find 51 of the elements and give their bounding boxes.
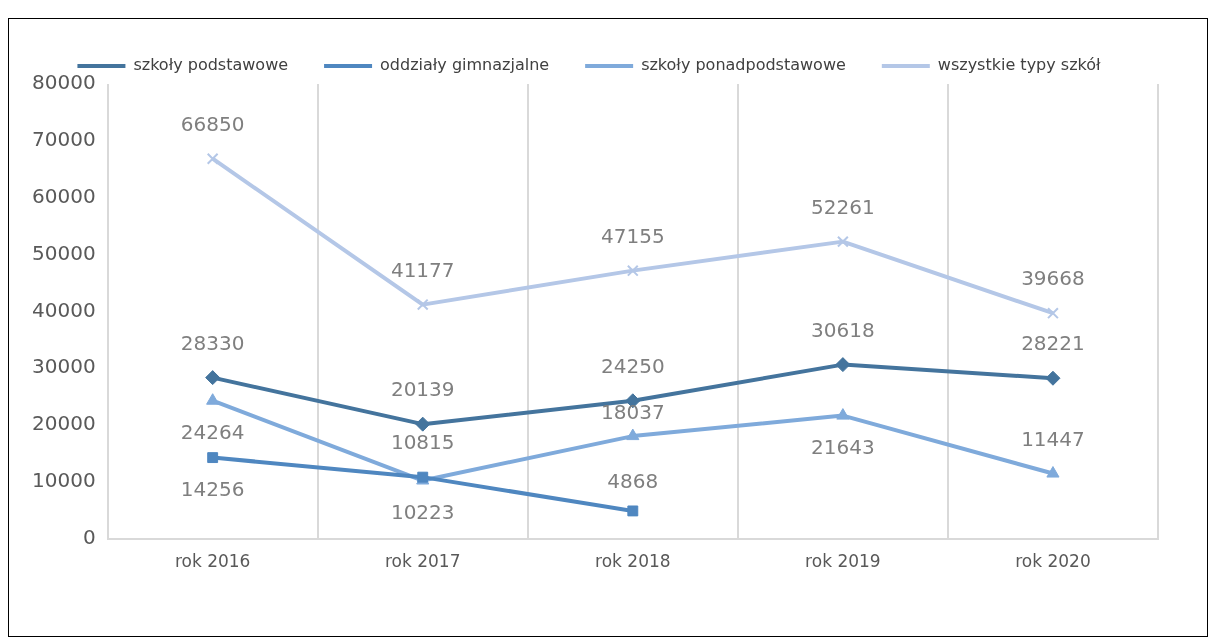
- data-label: 10223: [390, 499, 455, 524]
- data-label: 21643: [811, 434, 875, 459]
- data-label: 4868: [607, 469, 659, 494]
- legend-label: wszystkie typy szkół: [937, 55, 1102, 75]
- data-label: 52261: [811, 194, 875, 219]
- y-tick-label: 20000: [32, 411, 96, 436]
- point: [1046, 466, 1060, 478]
- point: [206, 393, 220, 405]
- point: [836, 235, 849, 248]
- data-label: 24264: [180, 419, 245, 444]
- point: [207, 452, 219, 464]
- data-label: 20139: [390, 377, 455, 402]
- point: [1047, 307, 1059, 320]
- y-tick-label: 80000: [32, 70, 96, 95]
- data-label: 28221: [1021, 331, 1085, 356]
- legend-label: oddziały gimnazjalne: [380, 55, 550, 75]
- point: [1045, 370, 1061, 386]
- x-tick-label: rok 2018: [595, 551, 671, 572]
- y-tick-label: 40000: [32, 297, 96, 322]
- point: [626, 264, 639, 277]
- point: [626, 428, 640, 441]
- x-tick-label: rok 2019: [805, 551, 881, 572]
- y-tick-label: 10000: [32, 467, 96, 492]
- x-tick-label: rok 2020: [1015, 551, 1091, 572]
- data-label: 18037: [601, 400, 665, 425]
- data-label: 28330: [180, 330, 245, 355]
- data-label: 66850: [180, 111, 245, 136]
- y-tick-label: 30000: [32, 354, 96, 379]
- data-label: 47155: [601, 223, 665, 248]
- point: [206, 152, 219, 165]
- legend-label: szkoły ponadpodstawowe: [641, 55, 846, 75]
- x-tick-label: rok 2016: [174, 551, 251, 572]
- point: [205, 370, 221, 386]
- point: [835, 357, 851, 373]
- data-label: 11447: [1021, 426, 1085, 451]
- x-tick-label: rok 2017: [384, 551, 461, 572]
- data-label: 30618: [811, 317, 875, 342]
- point: [627, 505, 639, 517]
- data-label: 39668: [1021, 266, 1085, 291]
- data-label: 41177: [390, 257, 455, 282]
- data-label: 14256: [180, 476, 245, 501]
- data-label: 24250: [601, 354, 665, 378]
- y-tick-label: 50000: [32, 240, 96, 265]
- y-tick-label: 0: [82, 524, 96, 549]
- data-label: 10815: [390, 430, 455, 455]
- point: [416, 298, 429, 311]
- point: [836, 408, 850, 420]
- point: [415, 416, 431, 432]
- legend-label: szkoły podstawowe: [133, 55, 289, 75]
- y-tick-label: 70000: [32, 127, 96, 152]
- y-tick-label: 60000: [32, 183, 96, 208]
